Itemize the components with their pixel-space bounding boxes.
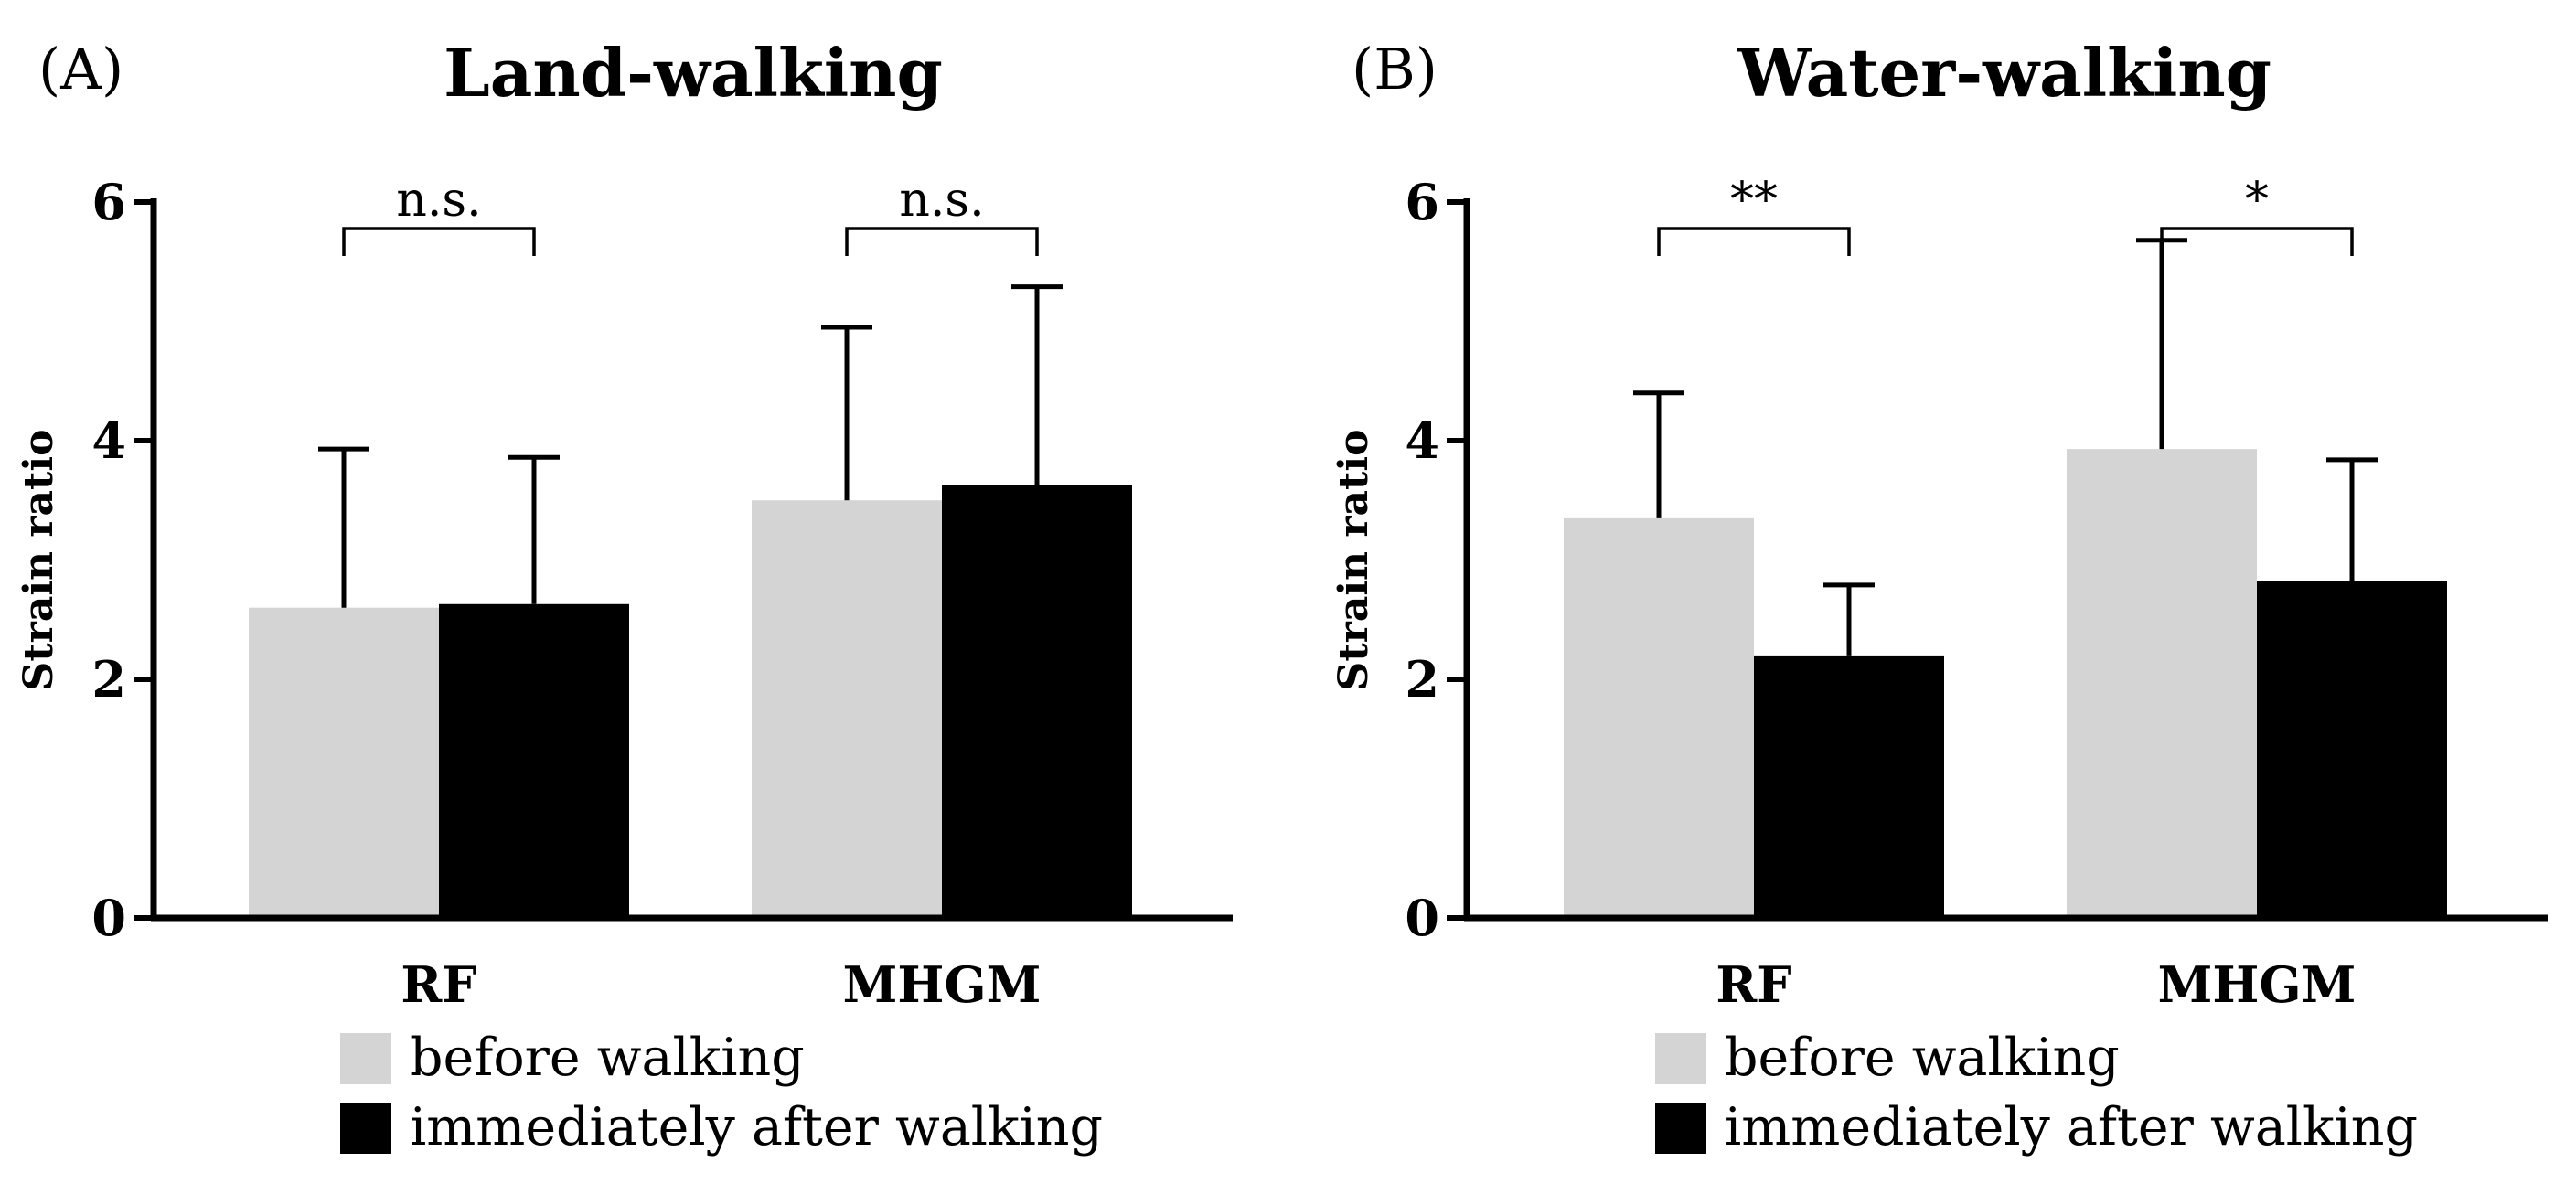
y-tick-label: 0	[1405, 889, 1439, 947]
bar-mhgm-before	[752, 500, 942, 918]
category-label: MHGM	[843, 955, 1042, 1014]
bar-rf-before	[249, 607, 439, 918]
bar-mhgm-after	[942, 485, 1132, 918]
bar-mhgm-before	[2067, 449, 2257, 918]
significance-bracket	[1657, 227, 1851, 256]
y-axis-label: Strain ratio	[16, 430, 62, 691]
category-label: MHGM	[2158, 955, 2357, 1014]
panel-letter: (B)	[1352, 36, 1438, 102]
significance-bracket	[342, 227, 536, 256]
y-tick-label: 2	[91, 650, 126, 709]
y-tick-label: 6	[1405, 173, 1439, 231]
y-axis-label: Strain ratio	[1331, 430, 1377, 691]
bar-rf-after	[1754, 655, 1944, 918]
chart-title: Land-walking	[444, 34, 943, 112]
bar-rf-before	[1564, 517, 1754, 918]
panels: (A) Land-walking Strain ratio RF n.s. MHGM n.s…	[16, 34, 2548, 1157]
significance-label: *	[2245, 173, 2269, 228]
bar-mhgm-after	[2257, 581, 2447, 918]
y-tick-label: 4	[1405, 411, 1439, 470]
significance-label: n.s.	[899, 173, 984, 228]
y-tick-label: 4	[91, 411, 126, 470]
bar-rf-after	[439, 603, 629, 918]
legend-swatch-after	[1655, 1103, 1706, 1154]
y-tick-label: 2	[1405, 650, 1439, 709]
panel-letter: (A)	[38, 36, 123, 102]
legend-swatch-after	[340, 1103, 391, 1154]
legend-swatch-before	[1655, 1033, 1706, 1084]
category-label: RF	[1716, 955, 1791, 1014]
chart-panel-b: (B) Water-walking Strain ratio RF ** MHGM * 0 2 4…	[1331, 34, 2548, 1157]
significance-label: **	[1730, 173, 1778, 228]
legend-label-after: immediately after walking	[1725, 1097, 2418, 1157]
chart-panel-a: (A) Land-walking Strain ratio RF n.s. MHGM n.s…	[16, 34, 1233, 1157]
y-tick-label: 0	[91, 889, 126, 947]
legend-swatch-before	[340, 1033, 391, 1084]
legend-label-after: immediately after walking	[410, 1097, 1103, 1157]
category-label: RF	[401, 955, 476, 1014]
significance-bracket	[845, 227, 1039, 256]
significance-label: n.s.	[396, 173, 481, 228]
y-tick-label: 6	[91, 173, 126, 231]
significance-bracket	[2160, 227, 2354, 256]
legend-label-before: before walking	[1725, 1028, 2120, 1088]
legend-label-before: before walking	[410, 1028, 805, 1088]
chart-title: Water-walking	[1737, 34, 2271, 112]
